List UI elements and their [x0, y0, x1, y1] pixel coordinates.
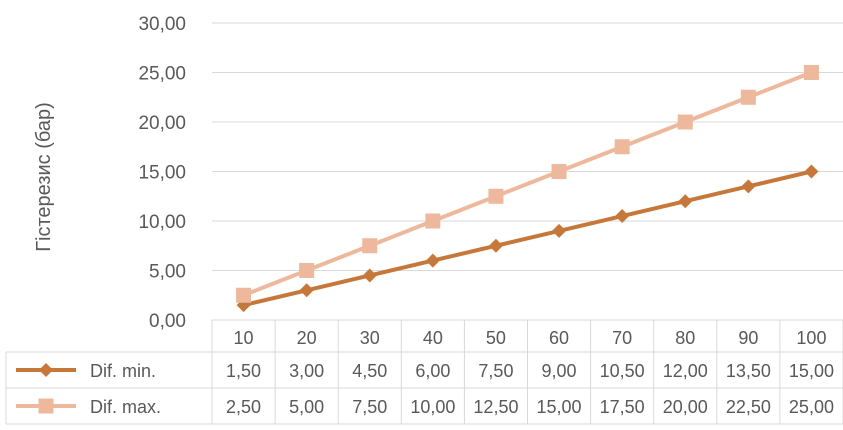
data-point [614, 139, 630, 155]
x-tick-label: 80 [675, 328, 695, 348]
legend-label: Dif. max. [90, 397, 161, 417]
data-point [803, 65, 819, 80]
data-cell: 25,00 [789, 397, 834, 417]
data-point [38, 398, 54, 414]
series-lines [236, 65, 819, 313]
data-cell: 12,50 [473, 397, 518, 417]
y-axis-title: Гістерезис (бар) [33, 102, 55, 252]
data-point [741, 179, 756, 194]
data-point [551, 164, 567, 179]
data-cell: 3,00 [289, 361, 324, 381]
data-point [39, 363, 53, 377]
gridlines [212, 22, 843, 271]
data-point [362, 268, 377, 283]
axis-labels: 0,00 5,00 10,00 15,00 20,00 25,00 30,00 10 20 30 4… [90, 14, 834, 417]
data-cell: 15,00 [537, 397, 582, 417]
series-line [243, 169, 812, 308]
series-line [242, 70, 813, 298]
data-point [362, 238, 378, 254]
legend-label: Dif. min. [90, 361, 156, 381]
data-point [615, 209, 630, 224]
x-tick-label: 30 [360, 328, 380, 348]
data-cell: 7,50 [478, 361, 513, 381]
data-cell: 2,50 [226, 397, 261, 417]
data-point [488, 188, 504, 204]
data-point [488, 238, 503, 253]
data-cell: 10,50 [600, 361, 645, 381]
data-table [5, 319, 843, 425]
data-cell: 17,50 [600, 397, 645, 417]
data-point [425, 213, 441, 229]
data-point [425, 253, 440, 268]
x-tick-label: 70 [612, 328, 632, 348]
y-tick-label: 5,00 [149, 262, 186, 283]
data-cell: 15,00 [789, 361, 834, 381]
data-cell: 10,00 [410, 397, 455, 417]
data-point [677, 114, 693, 130]
data-point [299, 283, 314, 298]
y-tick-label: 25,00 [138, 64, 186, 85]
y-tick-label: 0,00 [149, 311, 186, 332]
x-tick-label: 60 [549, 328, 569, 348]
x-tick-label: 90 [738, 328, 758, 348]
y-tick-label: 20,00 [138, 113, 186, 134]
data-cell: 22,50 [726, 397, 771, 417]
data-point [299, 263, 315, 278]
data-point [678, 194, 693, 209]
x-tick-label: 100 [796, 328, 826, 348]
data-cell: 9,00 [542, 361, 577, 381]
data-point [552, 223, 567, 238]
data-cell: 13,50 [726, 361, 771, 381]
y-tick-label: 15,00 [138, 163, 186, 184]
data-point [804, 164, 819, 179]
x-tick-label: 40 [423, 328, 443, 348]
x-tick-label: 50 [486, 328, 506, 348]
y-tick-label: 30,00 [138, 14, 186, 35]
data-cell: 5,00 [289, 397, 324, 417]
data-cell: 20,00 [663, 397, 708, 417]
data-point [740, 89, 756, 105]
y-tick-label: 10,00 [138, 212, 186, 233]
x-tick-label: 10 [234, 328, 254, 348]
data-cell: 6,00 [415, 361, 450, 381]
data-cell: 1,50 [226, 361, 261, 381]
x-tick-label: 20 [297, 328, 317, 348]
data-cell: 12,00 [663, 361, 708, 381]
data-point [236, 287, 252, 303]
data-cell: 7,50 [352, 397, 387, 417]
data-cell: 4,50 [352, 361, 387, 381]
